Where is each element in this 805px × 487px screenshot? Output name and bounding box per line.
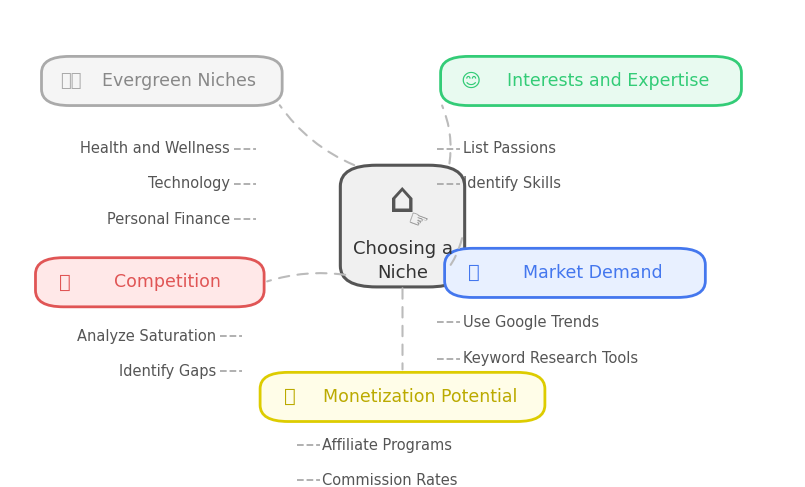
Text: Market Demand: Market Demand — [522, 264, 663, 282]
Text: Choosing a
Niche: Choosing a Niche — [353, 241, 452, 282]
Text: Interests and Expertise: Interests and Expertise — [507, 72, 710, 90]
Text: Identify Skills: Identify Skills — [463, 176, 560, 191]
Text: Evergreen Niches: Evergreen Niches — [102, 72, 257, 90]
FancyBboxPatch shape — [260, 373, 545, 422]
Text: 😊: 😊 — [460, 72, 481, 91]
FancyBboxPatch shape — [440, 56, 741, 106]
FancyBboxPatch shape — [341, 165, 464, 287]
Text: 🖥: 🖥 — [60, 273, 71, 292]
Text: ⌂: ⌂ — [390, 179, 415, 221]
Text: Identify Gaps: Identify Gaps — [119, 364, 217, 379]
Text: 🌲🌲: 🌲🌲 — [60, 72, 82, 90]
Text: Competition: Competition — [114, 273, 221, 291]
Text: 📈: 📈 — [469, 263, 480, 282]
Text: List Passions: List Passions — [463, 141, 555, 156]
Text: Health and Wellness: Health and Wellness — [80, 141, 230, 156]
Text: Commission Rates: Commission Rates — [322, 473, 458, 487]
Text: Use Google Trends: Use Google Trends — [463, 315, 599, 330]
FancyBboxPatch shape — [444, 248, 705, 298]
Text: Personal Finance: Personal Finance — [107, 211, 230, 226]
Text: Analyze Saturation: Analyze Saturation — [77, 329, 217, 344]
FancyBboxPatch shape — [42, 56, 283, 106]
Text: Keyword Research Tools: Keyword Research Tools — [463, 351, 638, 366]
Text: 💰: 💰 — [284, 388, 295, 407]
Text: Affiliate Programs: Affiliate Programs — [322, 438, 452, 452]
Text: ☞: ☞ — [404, 208, 430, 234]
Text: Monetization Potential: Monetization Potential — [323, 388, 518, 406]
FancyBboxPatch shape — [35, 258, 264, 307]
Text: Technology: Technology — [148, 176, 230, 191]
